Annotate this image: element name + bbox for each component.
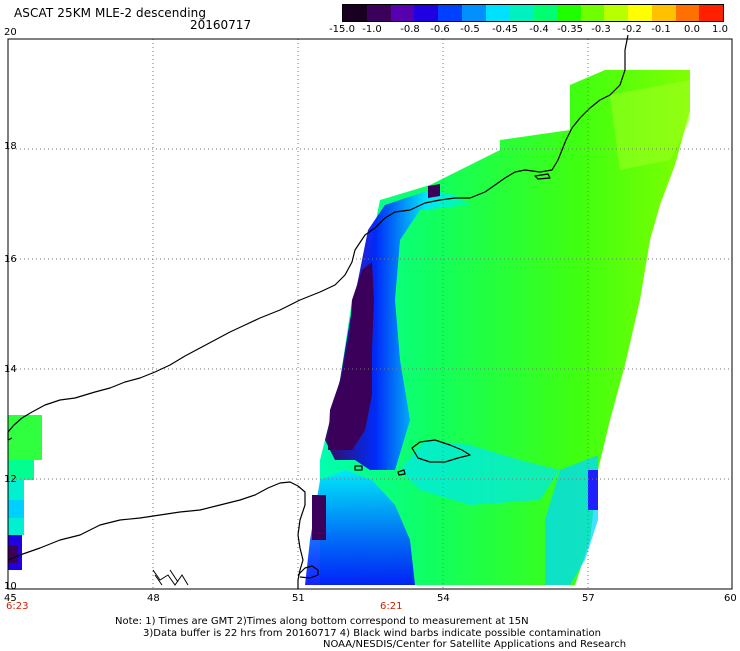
coastline-island-3	[534, 173, 551, 180]
map-title: ASCAT 25KM MLE-2 descending	[14, 6, 207, 20]
lon-label: 51	[292, 593, 305, 604]
map-date: 20160717	[190, 18, 252, 32]
colorbar-cell	[628, 5, 652, 21]
lat-label: 10	[4, 581, 17, 592]
colorbar-label: 1.0	[712, 24, 728, 35]
lat-label: 20	[4, 27, 17, 38]
colorbar-label: -0.6	[430, 24, 450, 35]
lon-label: 60	[724, 593, 737, 604]
colorbar	[342, 4, 724, 22]
footnote-line: 3)Data buffer is 22 hrs from 20160717 4)…	[143, 627, 601, 639]
contamination-barbs	[152, 569, 189, 586]
colorbar-cell	[651, 5, 676, 21]
longitude-labels: 45 48 51 54 57 60	[4, 593, 737, 604]
colorbar-cell	[414, 5, 438, 21]
footnotes: Note: 1) Times are GMT 2)Times along bot…	[115, 616, 626, 651]
colorbar-cell	[675, 5, 700, 21]
latitude-labels: 20 18 16 14 12 10	[4, 27, 17, 592]
swath-south-blue	[305, 470, 415, 585]
swath-east-edge	[545, 455, 598, 585]
lat-label: 16	[4, 254, 17, 265]
swath-top-light	[610, 80, 690, 170]
swath-low-values-top	[428, 184, 440, 198]
coastline-socotra	[411, 439, 471, 463]
colorbar-label: -0.35	[557, 24, 583, 35]
colorbar-label: -0.4	[529, 24, 549, 35]
footnote-line: NOAA/NESDIS/Center for Satellite Applica…	[323, 639, 627, 650]
colorbar-cell	[343, 5, 367, 21]
colorbar-cell	[556, 5, 581, 21]
map-frame	[7, 38, 733, 590]
swath-east-blue	[588, 470, 598, 510]
colorbar-label: -0.1	[651, 24, 671, 35]
colorbar-label: 0.0	[684, 24, 700, 35]
lat-label: 14	[4, 364, 17, 375]
colorbar-label: -1.0	[362, 24, 382, 35]
swath-south-dark	[312, 495, 326, 540]
data-swath	[305, 70, 690, 585]
coastline-somalia-tip	[297, 565, 319, 579]
colorbar-labels: -15.0 -1.0 -0.8 -0.6 -0.5 -0.45 -0.4 -0.…	[329, 24, 740, 38]
colorbar-label: -0.2	[622, 24, 642, 35]
colorbar-cell	[699, 5, 723, 21]
colorbar-cell	[461, 5, 486, 21]
coastline-island-1	[354, 465, 363, 471]
colorbar-cell	[533, 5, 557, 21]
swath-cyan-patch	[400, 440, 560, 505]
lon-label: 45	[4, 593, 17, 604]
colorbar-label: -0.3	[591, 24, 611, 35]
data-strip-west	[8, 415, 42, 570]
pass-time-labels: 6:23 6:21	[6, 601, 402, 612]
coastline-arabia	[7, 34, 629, 433]
pass-time-label: 6:21	[380, 601, 402, 612]
lon-label: 57	[582, 593, 595, 604]
colorbar-label: -0.45	[492, 24, 518, 35]
coastline-africa	[7, 432, 306, 589]
lat-label: 18	[4, 141, 17, 152]
footnote-line: Note: 1) Times are GMT 2)Times along bot…	[115, 616, 529, 627]
colorbar-label: -0.5	[460, 24, 480, 35]
colorbar-cell	[438, 5, 462, 21]
colorbar-cell	[366, 5, 391, 21]
lat-label: 12	[4, 474, 17, 485]
colorbar-cell	[390, 5, 415, 21]
colorbar-cell	[580, 5, 605, 21]
coastline-island-2	[397, 469, 406, 476]
colorbar-label: -15.0	[329, 24, 355, 35]
colorbar-label: -0.8	[400, 24, 420, 35]
lon-label: 54	[437, 593, 450, 604]
coastline-western-inlet	[7, 437, 13, 441]
colorbar-cell	[485, 5, 510, 21]
coastline-inland-edge	[7, 554, 21, 561]
colorbar-cell	[604, 5, 628, 21]
swath-low-values	[328, 262, 374, 450]
colorbar-cell	[509, 5, 533, 21]
lon-label: 48	[147, 593, 160, 604]
pass-time-label: 6:23	[6, 601, 28, 612]
